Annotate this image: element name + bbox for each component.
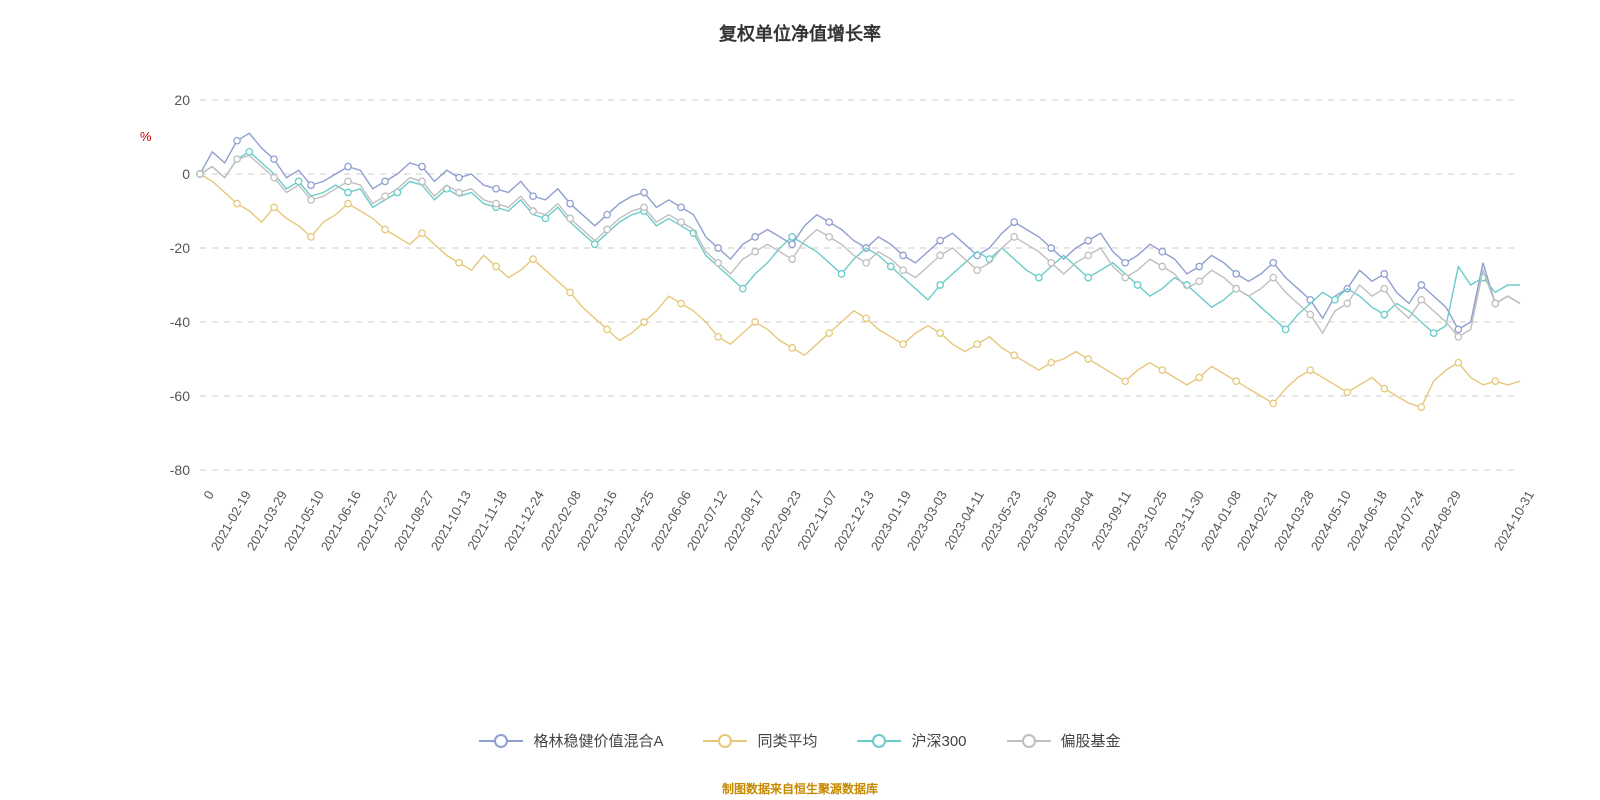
legend-label: 格林稳健价值混合A xyxy=(533,730,663,751)
y-tick-label: -40 xyxy=(150,314,190,330)
legend-swatch xyxy=(857,740,901,742)
y-tick-label: -80 xyxy=(150,462,190,478)
y-tick-label: -60 xyxy=(150,388,190,404)
chart-footer: 制图数据来自恒生聚源数据库 xyxy=(0,780,1600,797)
legend-label: 同类平均 xyxy=(757,730,817,751)
legend-item: 偏股基金 xyxy=(1007,730,1121,751)
legend-swatch xyxy=(1007,740,1051,742)
legend-item: 格林稳健价值混合A xyxy=(479,730,663,751)
legend-swatch xyxy=(479,740,523,742)
legend-swatch xyxy=(703,740,747,742)
legend-label: 偏股基金 xyxy=(1061,730,1121,751)
legend-item: 同类平均 xyxy=(703,730,817,751)
chart-legend: 格林稳健价值混合A 同类平均 沪深300 偏股基金 xyxy=(0,730,1600,751)
legend-item: 沪深300 xyxy=(857,730,966,751)
y-tick-label: 0 xyxy=(150,166,190,182)
y-tick-label: -20 xyxy=(150,240,190,256)
y-tick-label: 20 xyxy=(150,92,190,108)
chart-plot xyxy=(0,0,1600,800)
legend-label: 沪深300 xyxy=(911,730,966,751)
chart-container: 复权单位净值增长率 % 格林稳健价值混合A同类平均沪深300偏股基金 制图数据来… xyxy=(0,0,1600,800)
